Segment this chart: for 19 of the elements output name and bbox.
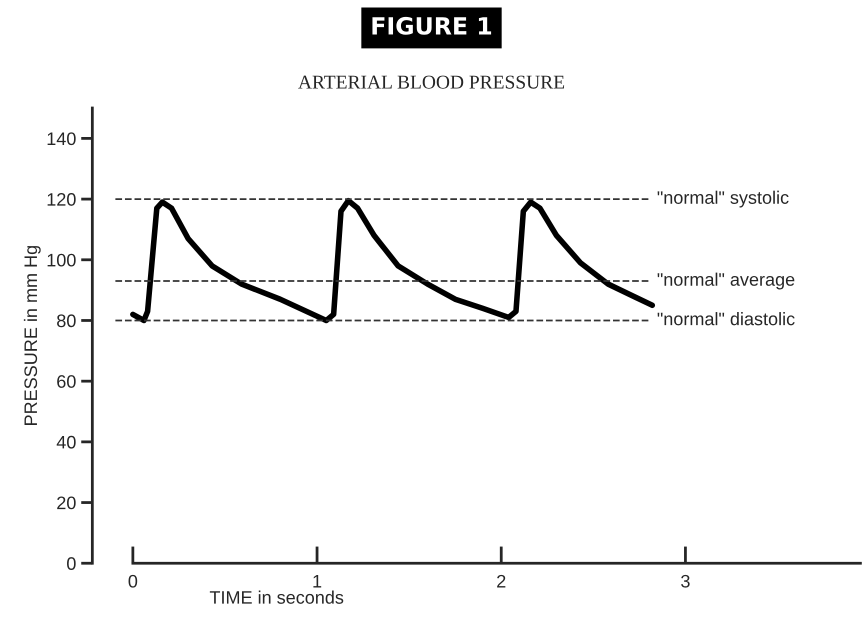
y-tick-label: 100 (48, 254, 76, 267)
x-tick-label: 2 (497, 574, 506, 588)
ref-line-label: "normal" average (658, 272, 794, 290)
x-tick-label: 0 (128, 574, 138, 588)
y-tick-label: 80 (57, 314, 76, 328)
y-tick-label: 140 (48, 132, 76, 146)
chart-subtitle: ARTERIAL BLOOD PRESSURE (298, 76, 564, 89)
x-tick-label: 1 (313, 575, 322, 588)
y-tick-label: 20 (57, 496, 76, 510)
chart-title: FIGURE 1 (372, 16, 492, 35)
y-tick-label: 0 (67, 557, 76, 570)
y-tick-label: 120 (48, 193, 76, 206)
y-axis-title: PRESSURE in mm Hg (24, 246, 41, 425)
ref-line-label: "normal" systolic (658, 190, 789, 208)
x-tick-label: 3 (681, 574, 690, 588)
x-axis-title: TIME in seconds (210, 590, 344, 604)
ref-line-label: "normal" diastolic (658, 312, 795, 326)
y-tick-label: 40 (56, 436, 76, 449)
y-tick-label: 60 (57, 375, 76, 388)
